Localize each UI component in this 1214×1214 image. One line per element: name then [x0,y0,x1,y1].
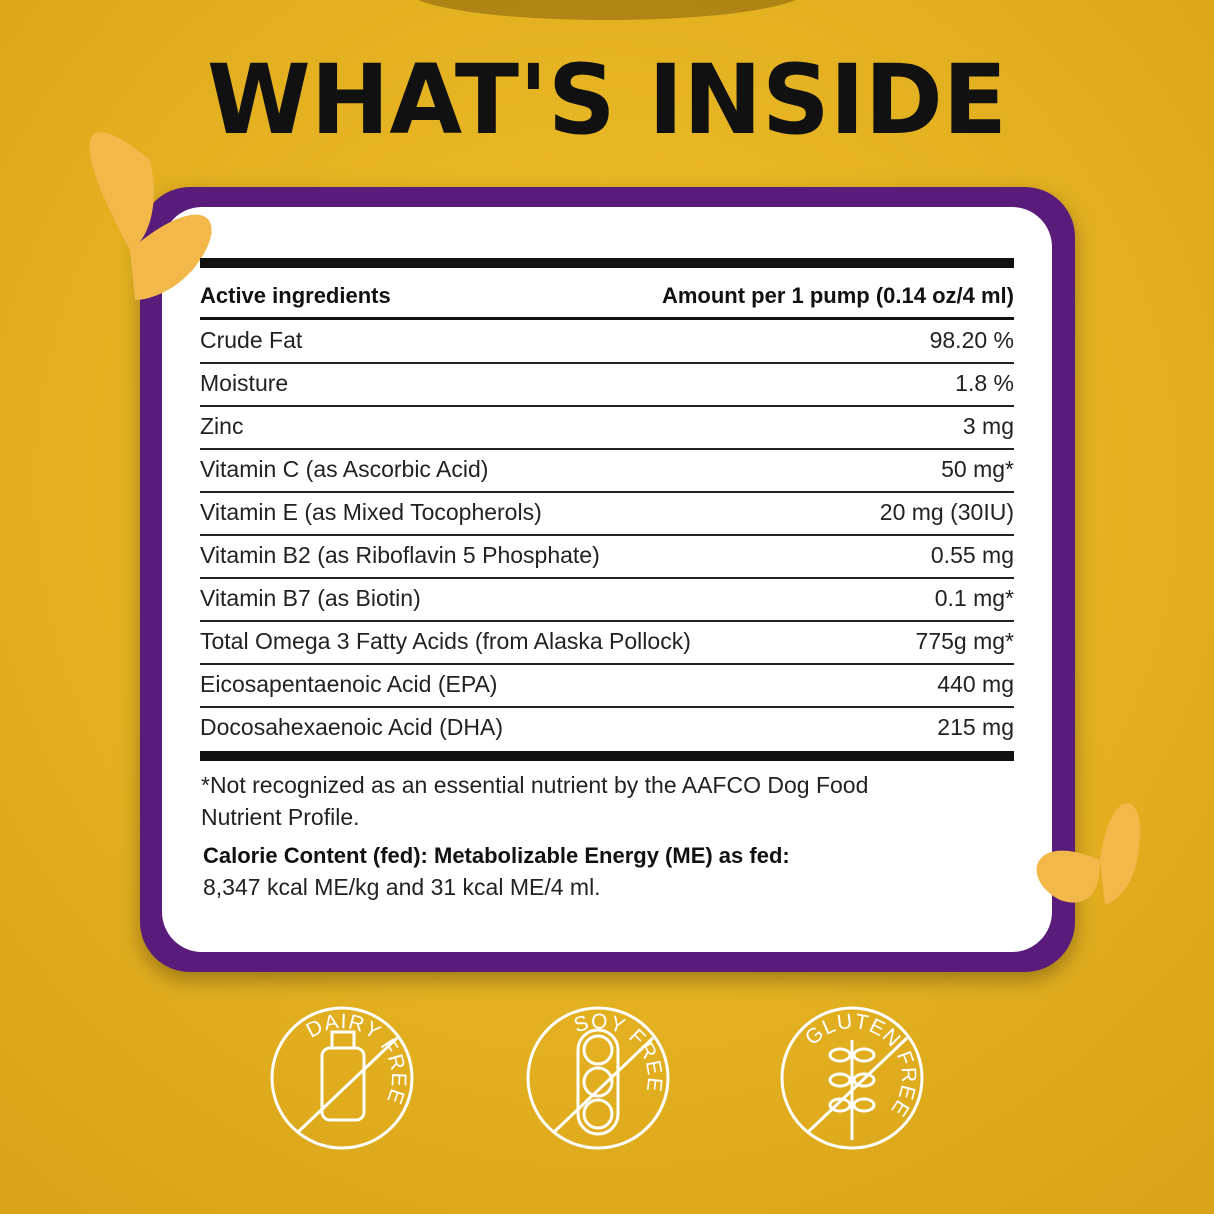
ingredient-name: Total Omega 3 Fatty Acids (from Alaska P… [200,628,691,654]
ingredient-amount: 1.8 % [955,370,1014,396]
card [162,207,1052,952]
ingredient-amount: 20 mg (30IU) [880,499,1014,525]
soy-pod [576,1028,620,1136]
calorie-heading: Calorie Content (fed): Metabolizable Ene… [203,843,790,868]
row-rule [200,577,1014,579]
wheat-grain [852,1047,876,1063]
wheat-grain [828,1047,852,1063]
row-rule [200,706,1014,708]
ingredient-name: Docosahexaenoic Acid (DHA) [200,714,503,740]
ingredient-name: Vitamin E (as Mixed Tocopherols) [200,499,542,525]
butterfly [89,132,212,300]
title: WHAT'S INSIDE [207,44,1007,156]
butterfly [1036,802,1140,905]
badge-circle [270,1006,414,1150]
ingredient-amount: 215 mg [937,714,1014,740]
header-rule [200,317,1014,320]
ingredient-name: Moisture [200,370,288,396]
ingredient-amount: 3 mg [963,413,1014,439]
badge-slash [551,1036,655,1135]
ingredient-amount: 98.20 % [930,327,1014,353]
header-cell: Active ingredients [200,283,391,308]
row-rule [200,620,1014,622]
row-rule [200,362,1014,364]
ingredient-amount: 440 mg [937,671,1014,697]
nutrition-table: Active ingredients Amount per 1 pump (0.1… [200,258,1014,761]
badge-circle [526,1006,670,1150]
row-rule [200,448,1014,450]
bottle-cap [330,1030,356,1050]
calorie-text: 8,347 kcal ME/kg and 31 kcal ME/4 ml. [203,874,601,900]
row-rule [200,405,1014,407]
ingredient-amount: 0.1 mg* [935,585,1014,611]
ingredient-name: Vitamin C (as Ascorbic Acid) [200,456,488,482]
ingredient-amount: 775g mg* [916,628,1015,654]
wheat-grain [828,1097,852,1113]
table-top-rule [200,258,1014,268]
soy-bean [582,1034,614,1066]
soy-bean [582,1098,614,1130]
ingredient-amount: 50 mg* [941,456,1014,482]
badge-circle [780,1006,924,1150]
row-rule [200,534,1014,536]
footnote-line: *Not recognized as an essential nutrient… [201,772,868,798]
ingredient-name: Eicosapentaenoic Acid (EPA) [200,671,497,697]
soy-bean [582,1066,614,1098]
wheat-grain [852,1072,876,1088]
row-rule [200,491,1014,493]
wheat-grain [828,1072,852,1088]
wheat-grain [852,1097,876,1113]
ingredient-amount: 0.55 mg [931,542,1014,568]
table-bottom-rule [200,751,1014,761]
ingredient-name: Vitamin B7 (as Biotin) [200,585,421,611]
ingredient-name: Crude Fat [200,327,303,353]
header-cell: Amount per 1 pump (0.14 oz/4 ml) [662,283,1014,308]
ingredient-name: Vitamin B2 (as Riboflavin 5 Phosphate) [200,542,600,568]
top-shadow [418,0,796,20]
footnote-line: Nutrient Profile. [201,804,360,830]
row-rule [200,663,1014,665]
ingredient-name: Zinc [200,413,243,439]
badge-slash [295,1036,399,1135]
